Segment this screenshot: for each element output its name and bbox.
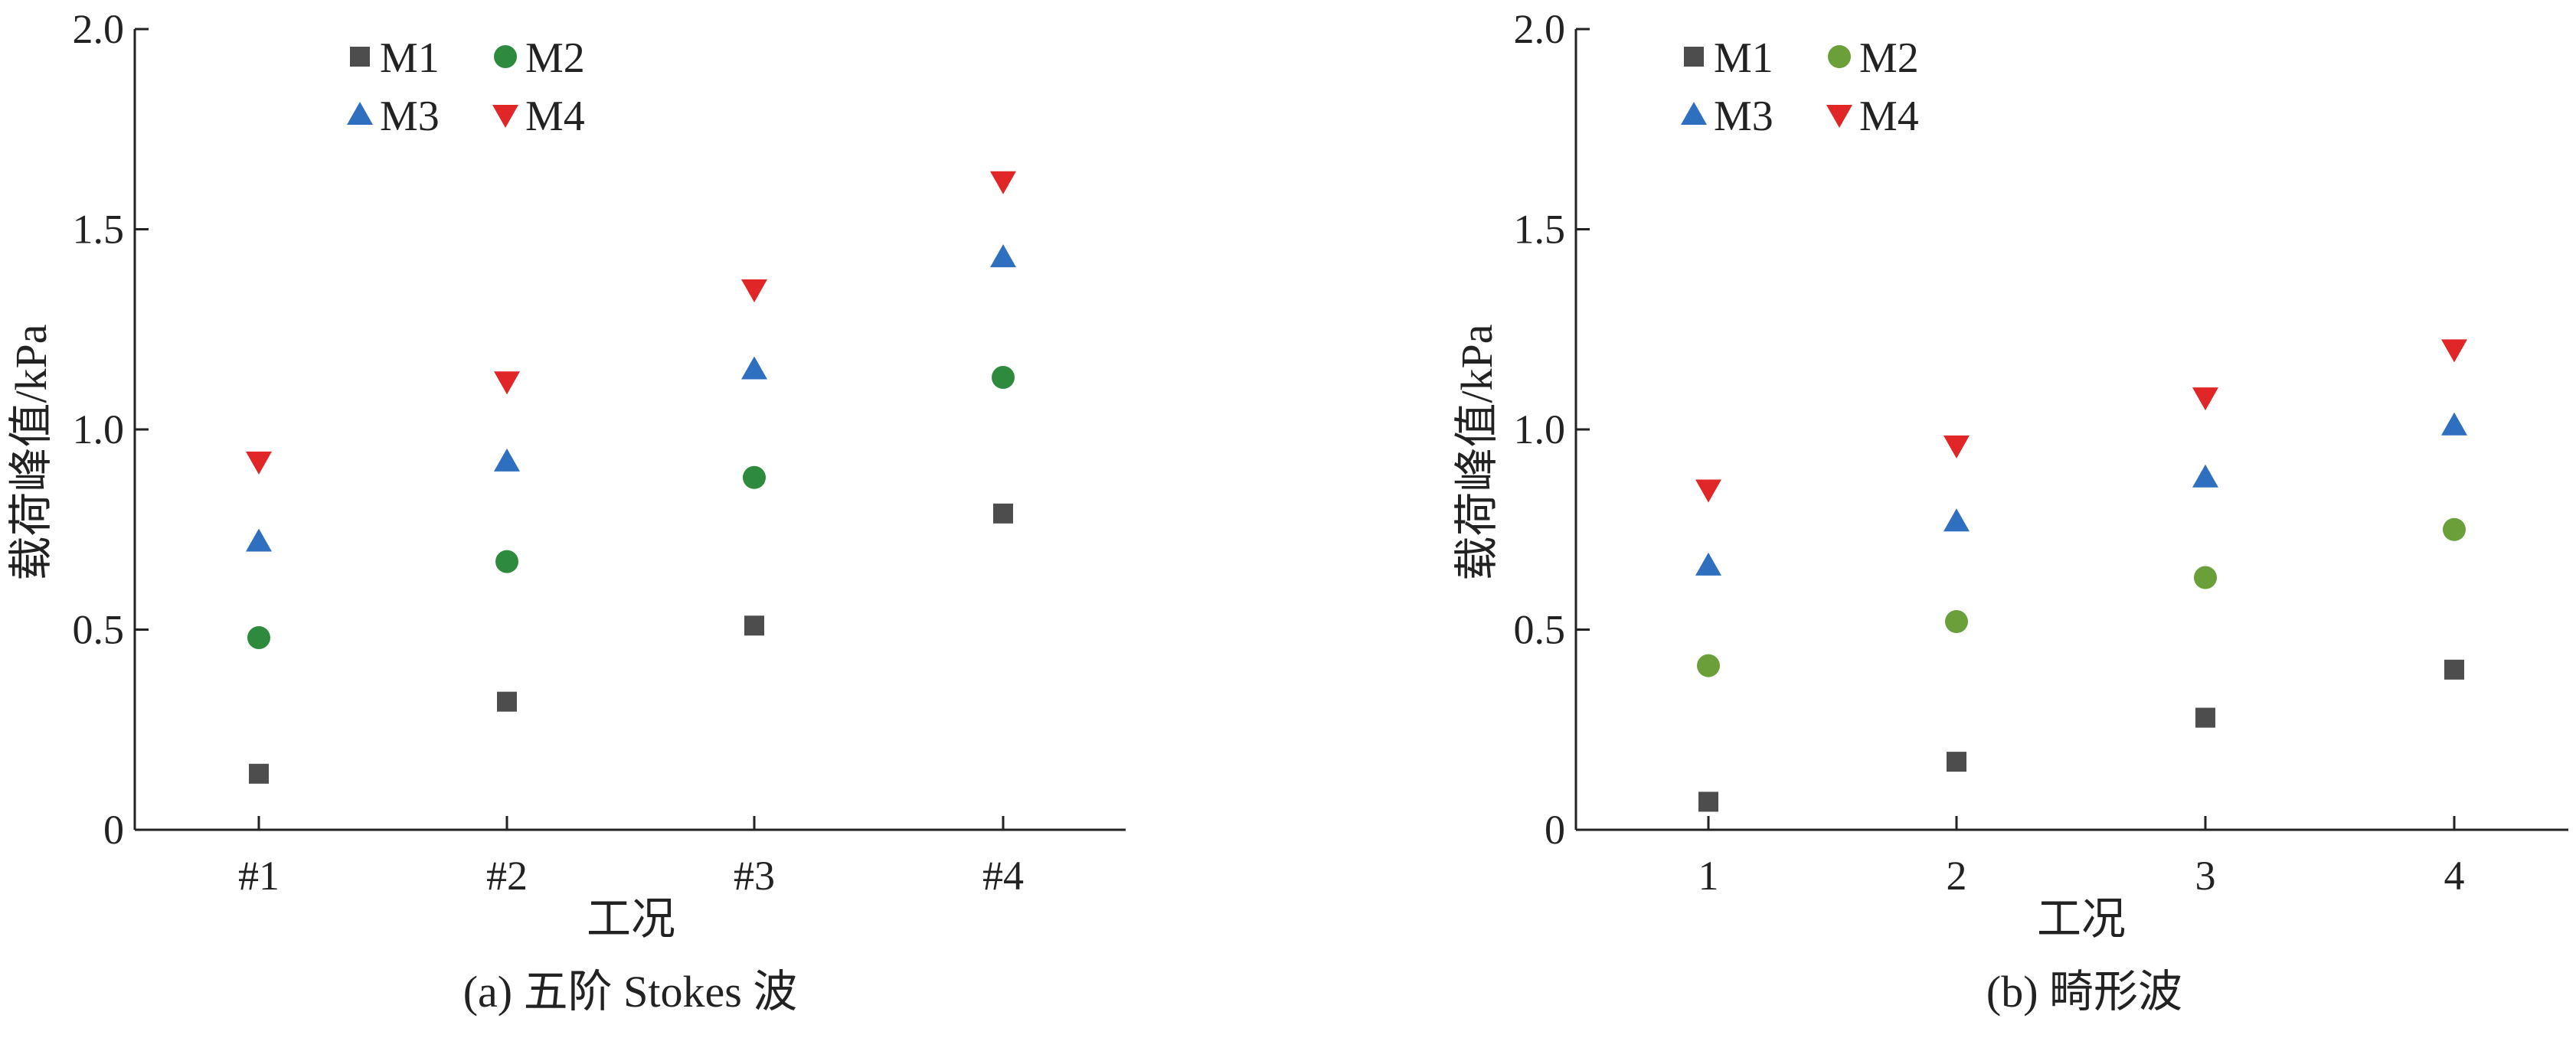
data-point-m2 (495, 550, 518, 573)
legend-marker-m4 (1826, 105, 1852, 128)
legend-label-m2: M2 (525, 34, 585, 82)
y-tick-label: 0 (1545, 807, 1565, 853)
legend-marker-m3 (1681, 102, 1707, 125)
legend-label-m1: M1 (1714, 34, 1773, 82)
legend-marker-m1 (1684, 47, 1704, 67)
x-tick-label: 4 (2444, 853, 2465, 899)
x-tick-label: #3 (734, 853, 775, 899)
panel-caption: (a) 五阶 Stokes 波 (463, 967, 798, 1017)
data-point-m4 (2441, 339, 2467, 363)
data-point-m3 (741, 356, 767, 380)
x-tick-label: 2 (1947, 853, 1967, 899)
x-axis-title: 工况 (587, 894, 675, 944)
data-point-m1 (1947, 752, 1966, 772)
y-tick-label: 1.0 (1514, 406, 1566, 452)
data-point-m2 (992, 366, 1015, 390)
data-point-m3 (1695, 552, 1721, 576)
y-tick-label: 1.5 (1514, 207, 1566, 253)
legend-label-m4: M4 (525, 93, 585, 140)
legend-marker-m4 (492, 105, 518, 128)
x-axis-title: 工况 (2037, 894, 2126, 944)
data-point-m2 (1697, 654, 1720, 677)
data-point-m1 (1698, 792, 1718, 812)
data-point-m1 (993, 503, 1013, 524)
legend-marker-m2 (1828, 45, 1851, 68)
legend-label-m3: M3 (380, 93, 440, 140)
y-tick-label: 2.0 (1514, 6, 1566, 52)
y-tick-label: 2.0 (73, 6, 125, 52)
y-axis-title: 载荷峰值/kPa (6, 324, 56, 580)
legend-label-m1: M1 (380, 34, 440, 82)
data-point-m3 (2192, 464, 2218, 488)
data-point-m3 (990, 244, 1016, 268)
legend-marker-m3 (347, 102, 373, 125)
legend-label-m4: M4 (1859, 93, 1919, 140)
data-point-m4 (246, 451, 272, 475)
data-point-m3 (1943, 508, 1970, 532)
data-point-m1 (2444, 659, 2464, 680)
y-tick-label: 0.5 (1514, 607, 1566, 653)
data-point-m2 (2194, 566, 2217, 589)
data-point-m3 (246, 528, 272, 552)
data-point-m4 (990, 171, 1016, 194)
data-point-m2 (247, 625, 270, 649)
data-point-m4 (494, 371, 520, 395)
data-point-m3 (494, 448, 520, 472)
chart-panel-a: 0 0.5 1.0 1.5 2.0 #1 #2 #3 #4 工况 载荷峰值/kPa (a) 五阶 St… (6, 6, 1126, 1017)
data-point-m1 (249, 763, 269, 784)
y-tick-label: 0.5 (73, 607, 125, 653)
data-point-m2 (2443, 517, 2466, 541)
y-tick-label: 1.5 (73, 207, 125, 253)
legend-marker-m1 (350, 47, 370, 67)
data-point-m1 (744, 615, 764, 636)
data-point-m2 (1945, 610, 1968, 634)
data-point-m1 (497, 691, 517, 712)
y-tick-label: 1.0 (73, 406, 125, 452)
x-tick-label: 3 (2195, 853, 2216, 899)
panel-caption: (b) 畸形波 (1986, 967, 2182, 1017)
data-point-m1 (2195, 707, 2215, 728)
y-tick-label: 0 (103, 807, 124, 853)
x-tick-label: #4 (982, 853, 1024, 899)
legend-label-m3: M3 (1714, 93, 1773, 140)
legend-marker-m2 (494, 45, 517, 68)
x-tick-label: #2 (486, 853, 528, 899)
x-tick-label: #1 (238, 853, 280, 899)
data-point-m3 (2441, 412, 2467, 436)
data-point-m4 (2192, 387, 2218, 411)
data-point-m4 (741, 279, 767, 302)
x-tick-label: 1 (1698, 853, 1719, 899)
data-point-m2 (743, 465, 766, 489)
legend-label-m2: M2 (1859, 34, 1919, 82)
chart-panel-b: 0 0.5 1.0 1.5 2.0 1 2 3 4 工况 载荷峰值/kPa (b) 畸形波 M1 M2 M3… (1452, 6, 2568, 1017)
y-axis-title: 载荷峰值/kPa (1452, 324, 1502, 580)
data-point-m4 (1695, 479, 1721, 503)
data-point-m4 (1943, 435, 1970, 459)
